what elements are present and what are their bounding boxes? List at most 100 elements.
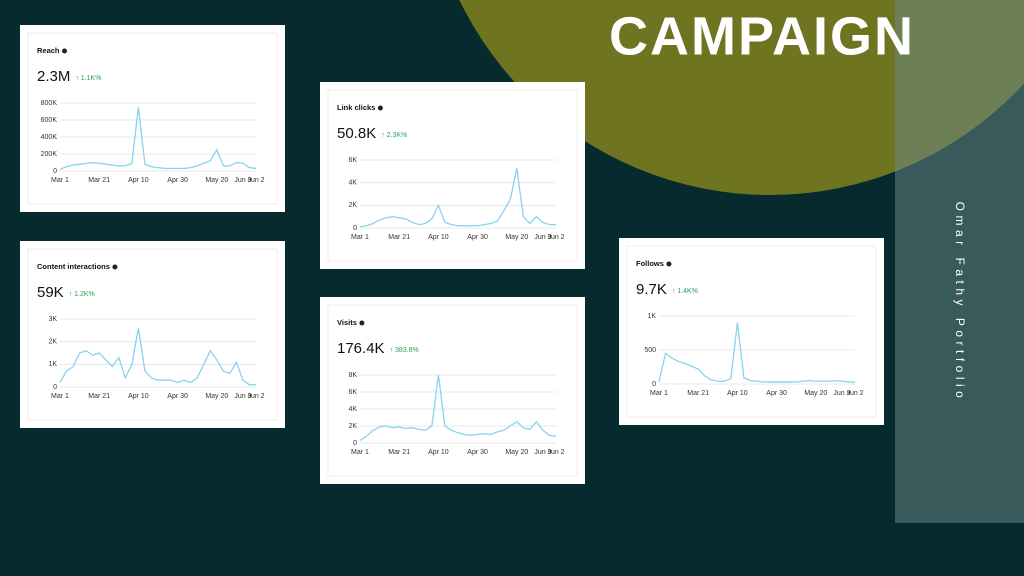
total: 176.4K xyxy=(337,340,385,357)
side-text: Omar Fathy Portfolio xyxy=(953,202,967,403)
card-title: Follows xyxy=(636,259,664,268)
total: 50.8K xyxy=(337,125,376,142)
x-tick-label: Apr 10 xyxy=(428,449,449,456)
card-bg xyxy=(20,241,285,428)
y-tick-label: 1K xyxy=(48,361,57,368)
x-tick-label: May 20 xyxy=(205,177,228,184)
line xyxy=(59,107,257,170)
line xyxy=(359,167,556,228)
card-bg xyxy=(320,82,585,269)
info-icon xyxy=(62,48,68,54)
total: 9.7K xyxy=(636,281,667,298)
y-tick-label: 4K xyxy=(348,406,357,413)
card-inner xyxy=(327,89,578,262)
x-tick-label: Jun 9 xyxy=(534,234,551,241)
y-tick-label: 800K xyxy=(41,100,58,107)
line xyxy=(658,322,855,383)
info-icon xyxy=(666,261,672,267)
card-inner xyxy=(626,245,877,418)
y-tick-label: 3K xyxy=(48,316,57,323)
card: Follows 9.7K ↑ 1.4K% 0 500 1K Mar 1 Mar 21 Apr 1… xyxy=(619,238,884,425)
card-bg xyxy=(20,25,285,212)
x-tick-label: Apr 30 xyxy=(467,234,488,241)
card-title: Content interactions xyxy=(37,262,110,271)
line xyxy=(359,374,557,441)
y-tick-label: 4K xyxy=(348,180,357,187)
y-tick-label: 400K xyxy=(41,134,58,141)
x-tick-label: Mar 1 xyxy=(351,234,369,241)
x-tick-label: Apr 30 xyxy=(766,390,787,397)
card-bg xyxy=(619,238,884,425)
card: Reach 2.3M ↑ 1.1K% 0 200K 400K 600K 800K Mar 1 Ma… xyxy=(20,25,285,212)
x-tick-label: Jun 9 xyxy=(833,390,850,397)
x-tick-label: Jun 9 xyxy=(234,177,251,184)
card-inner xyxy=(327,304,578,477)
x-tick-label: Jun 2 xyxy=(247,177,264,184)
change: ↑ 2.3K% xyxy=(381,132,407,139)
x-tick-label: Mar 1 xyxy=(51,393,69,400)
x-tick-label: Mar 21 xyxy=(388,449,410,456)
y-tick-label: 200K xyxy=(41,151,58,158)
olive-circle xyxy=(459,0,1024,195)
x-tick-label: Mar 21 xyxy=(687,390,709,397)
change: ↑ 1.4K% xyxy=(672,288,698,295)
card-title: Reach xyxy=(37,46,60,55)
x-tick-label: Jun 2 xyxy=(547,234,564,241)
card-inner xyxy=(27,32,278,205)
x-tick-label: Mar 1 xyxy=(351,449,369,456)
x-tick-label: Apr 30 xyxy=(167,393,188,400)
y-tick-label: 2K xyxy=(48,339,57,346)
change: ↑ 1.1K% xyxy=(75,75,101,82)
x-tick-label: Mar 21 xyxy=(88,393,110,400)
x-tick-label: May 20 xyxy=(505,449,528,456)
x-tick-label: Jun 9 xyxy=(234,393,251,400)
card-title: Link clicks xyxy=(337,103,375,112)
y-tick-label: 1K xyxy=(647,313,656,320)
y-tick-label: 0 xyxy=(353,440,357,447)
x-tick-label: May 20 xyxy=(205,393,228,400)
y-tick-label: 6K xyxy=(348,157,357,164)
x-tick-label: Apr 10 xyxy=(428,234,449,241)
x-tick-label: Apr 10 xyxy=(727,390,748,397)
x-tick-label: Apr 30 xyxy=(167,177,188,184)
x-tick-label: Jun 2 xyxy=(547,449,564,456)
side-strip xyxy=(895,0,1024,523)
x-tick-label: May 20 xyxy=(505,234,528,241)
y-tick-label: 0 xyxy=(353,225,357,232)
info-icon xyxy=(359,320,365,326)
x-tick-label: Mar 1 xyxy=(51,177,69,184)
y-tick-label: 8K xyxy=(348,372,357,379)
y-tick-label: 6K xyxy=(348,389,357,396)
x-tick-label: Jun 2 xyxy=(846,390,863,397)
card: Visits 176.4K ↑ 383.8% 0 2K 4K 6K 8K Mar 1 Mar 21… xyxy=(320,297,585,484)
x-tick-label: Apr 30 xyxy=(467,449,488,456)
change: ↑ 1.2K% xyxy=(69,291,95,298)
x-tick-label: Apr 10 xyxy=(128,177,149,184)
x-tick-label: Mar 21 xyxy=(88,177,110,184)
info-icon xyxy=(377,105,383,111)
y-tick-label: 500 xyxy=(644,347,656,354)
card-bg xyxy=(320,297,585,484)
x-tick-label: Apr 10 xyxy=(128,393,149,400)
y-tick-label: 0 xyxy=(53,384,57,391)
slide-title: CAMPAIGN xyxy=(609,6,915,66)
x-tick-label: Mar 21 xyxy=(388,234,410,241)
card-title: Visits xyxy=(337,318,357,327)
y-tick-label: 2K xyxy=(348,202,357,209)
change: ↑ 383.8% xyxy=(390,347,419,354)
x-tick-label: May 20 xyxy=(804,390,827,397)
y-tick-label: 2K xyxy=(348,423,357,430)
x-tick-label: Jun 9 xyxy=(534,449,551,456)
info-icon xyxy=(112,264,118,270)
x-tick-label: Mar 1 xyxy=(650,390,668,397)
y-tick-label: 0 xyxy=(652,381,656,388)
y-tick-label: 0 xyxy=(53,168,57,175)
line xyxy=(59,327,256,386)
total: 59K xyxy=(37,284,64,301)
card-inner xyxy=(27,248,278,421)
total: 2.3M xyxy=(37,68,70,85)
card: Content interactions 59K ↑ 1.2K% 0 1K 2K 3K Mar… xyxy=(20,241,285,428)
card: Link clicks 50.8K ↑ 2.3K% 0 2K 4K 6K Mar 1 Mar 2… xyxy=(320,82,585,269)
